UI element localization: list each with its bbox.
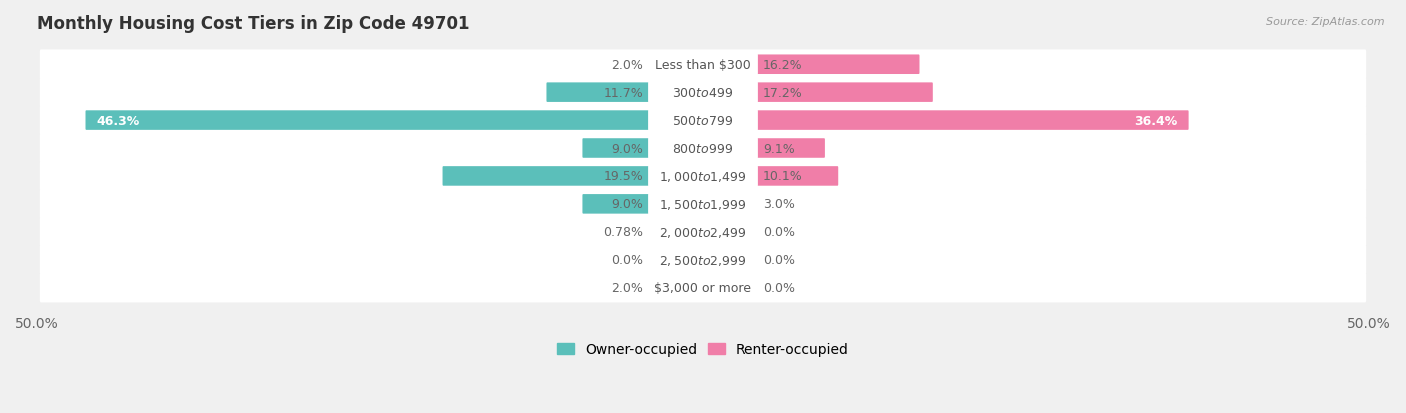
FancyBboxPatch shape — [648, 53, 758, 77]
FancyBboxPatch shape — [648, 164, 758, 189]
FancyBboxPatch shape — [582, 139, 703, 159]
FancyBboxPatch shape — [692, 223, 703, 242]
FancyBboxPatch shape — [547, 83, 703, 103]
Text: Source: ZipAtlas.com: Source: ZipAtlas.com — [1267, 17, 1385, 26]
FancyBboxPatch shape — [703, 111, 1188, 131]
Text: 11.7%: 11.7% — [603, 86, 643, 100]
Text: 0.0%: 0.0% — [763, 226, 794, 239]
FancyBboxPatch shape — [703, 167, 838, 186]
FancyBboxPatch shape — [39, 162, 1367, 191]
Text: $3,000 or more: $3,000 or more — [655, 281, 751, 294]
Text: 9.0%: 9.0% — [612, 142, 643, 155]
FancyBboxPatch shape — [648, 192, 758, 217]
Text: 0.0%: 0.0% — [763, 281, 794, 294]
Text: 2.0%: 2.0% — [612, 281, 643, 294]
Text: $2,500 to $2,999: $2,500 to $2,999 — [659, 253, 747, 267]
Text: $800 to $999: $800 to $999 — [672, 142, 734, 155]
Text: 9.1%: 9.1% — [763, 142, 794, 155]
FancyBboxPatch shape — [39, 245, 1367, 275]
Text: $1,000 to $1,499: $1,000 to $1,499 — [659, 169, 747, 183]
FancyBboxPatch shape — [648, 109, 758, 133]
FancyBboxPatch shape — [703, 83, 932, 103]
FancyBboxPatch shape — [648, 81, 758, 105]
FancyBboxPatch shape — [39, 218, 1367, 247]
FancyBboxPatch shape — [39, 273, 1367, 303]
Text: Monthly Housing Cost Tiers in Zip Code 49701: Monthly Housing Cost Tiers in Zip Code 4… — [37, 15, 470, 33]
FancyBboxPatch shape — [648, 248, 758, 272]
FancyBboxPatch shape — [676, 278, 703, 298]
FancyBboxPatch shape — [86, 111, 703, 131]
Text: 17.2%: 17.2% — [763, 86, 803, 100]
Text: 16.2%: 16.2% — [763, 59, 803, 71]
FancyBboxPatch shape — [676, 55, 703, 75]
Text: $2,000 to $2,499: $2,000 to $2,499 — [659, 225, 747, 239]
FancyBboxPatch shape — [648, 276, 758, 300]
FancyBboxPatch shape — [39, 134, 1367, 164]
FancyBboxPatch shape — [39, 50, 1367, 80]
FancyBboxPatch shape — [39, 78, 1367, 108]
Text: Less than $300: Less than $300 — [655, 59, 751, 71]
FancyBboxPatch shape — [703, 195, 744, 214]
Text: $500 to $799: $500 to $799 — [672, 114, 734, 127]
Text: 0.0%: 0.0% — [763, 254, 794, 266]
Legend: Owner-occupied, Renter-occupied: Owner-occupied, Renter-occupied — [551, 337, 855, 362]
FancyBboxPatch shape — [39, 190, 1367, 219]
FancyBboxPatch shape — [648, 220, 758, 244]
Text: 36.4%: 36.4% — [1135, 114, 1177, 127]
Text: 9.0%: 9.0% — [612, 198, 643, 211]
Text: 3.0%: 3.0% — [763, 198, 794, 211]
FancyBboxPatch shape — [443, 167, 703, 186]
Text: $1,500 to $1,999: $1,500 to $1,999 — [659, 197, 747, 211]
Text: 10.1%: 10.1% — [763, 170, 803, 183]
Text: 19.5%: 19.5% — [603, 170, 643, 183]
Text: 2.0%: 2.0% — [612, 59, 643, 71]
FancyBboxPatch shape — [703, 55, 920, 75]
Text: $300 to $499: $300 to $499 — [672, 86, 734, 100]
Text: 0.78%: 0.78% — [603, 226, 643, 239]
FancyBboxPatch shape — [582, 195, 703, 214]
Text: 46.3%: 46.3% — [97, 114, 141, 127]
Text: 0.0%: 0.0% — [612, 254, 643, 266]
FancyBboxPatch shape — [39, 106, 1367, 135]
FancyBboxPatch shape — [703, 139, 825, 159]
FancyBboxPatch shape — [648, 136, 758, 161]
